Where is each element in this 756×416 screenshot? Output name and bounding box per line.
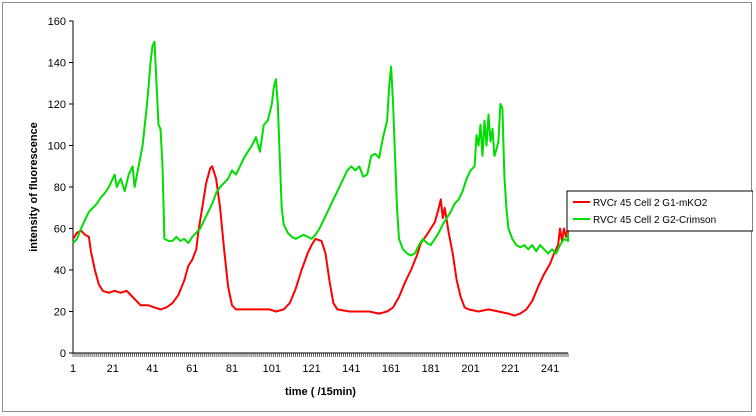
x-tick-label: 1 [70, 363, 76, 375]
y-tick-label: 120 [48, 99, 66, 111]
x-tick-label: 221 [501, 363, 519, 375]
y-axis-title: intensity of fluorescence [28, 122, 40, 252]
y-tick-label: 40 [54, 265, 66, 277]
legend-label-g1: RVCr 45 Cell 2 G1-mKO2 [593, 198, 708, 209]
legend: RVCr 45 Cell 2 G1-mKO2 RVCr 45 Cell 2 G2… [566, 190, 753, 232]
series-lines [72, 40, 569, 317]
x-tick-label: 141 [342, 363, 360, 375]
chart-frame: 0 20 40 60 80 100 120 140 160 1 21 41 61 81 101 121 141… [2, 2, 753, 412]
x-tick-label: 81 [226, 363, 238, 375]
series-line-g2-crimson [72, 40, 569, 257]
y-tick-label: 0 [60, 348, 66, 360]
x-tick-label: 21 [107, 363, 119, 375]
y-tick-label: 20 [54, 307, 66, 319]
x-tick-label: 41 [146, 363, 158, 375]
y-tick-label: 140 [48, 58, 66, 70]
x-tick-label: 121 [302, 363, 320, 375]
y-tick-label: 100 [48, 141, 66, 153]
x-tick-label: 181 [422, 363, 440, 375]
x-axis-title: time ( /15min) [285, 386, 356, 398]
x-axis-ticks: 1 21 41 61 81 101 121 141 161 181 201 221 241 [70, 353, 569, 375]
x-tick-label: 61 [186, 363, 198, 375]
legend-label-g2: RVCr 45 Cell 2 G2-Crimson [593, 215, 716, 226]
legend-box [566, 190, 753, 232]
y-tick-label: 60 [54, 224, 66, 236]
y-tick-label: 160 [48, 16, 66, 28]
x-tick-label: 101 [263, 363, 281, 375]
x-tick-label: 241 [541, 363, 559, 375]
x-tick-label: 201 [461, 363, 479, 375]
series-line-g1-mko2 [72, 165, 569, 317]
y-tick-label: 80 [54, 182, 66, 194]
y-axis-ticks: 0 20 40 60 80 100 120 140 160 [48, 16, 73, 360]
x-tick-label: 161 [382, 363, 400, 375]
